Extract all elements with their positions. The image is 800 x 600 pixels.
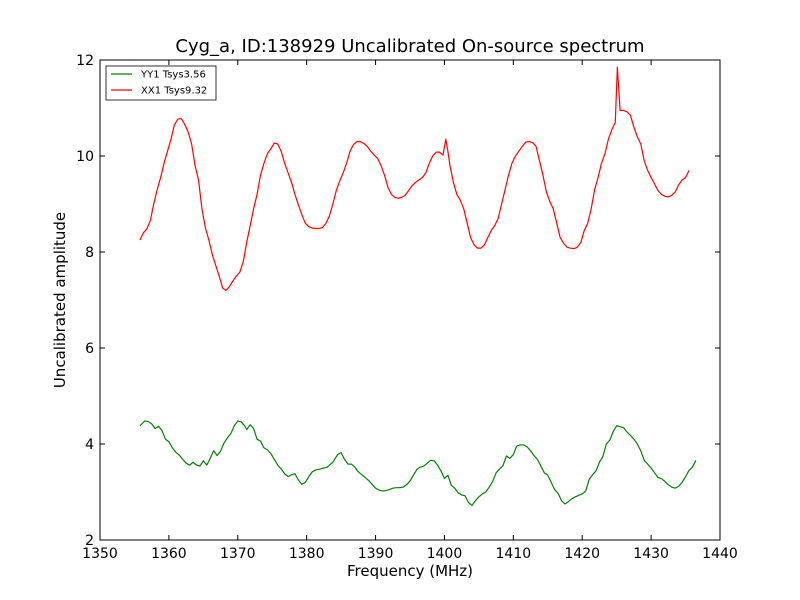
y-tick-label: 2: [85, 533, 94, 549]
x-axis-label: Frequency (MHz): [347, 562, 473, 580]
legend-box: [105, 65, 217, 101]
series-layer: [139, 66, 697, 507]
legend: YY1 Tsys3.56 XX1 Tsys9.32: [105, 65, 217, 101]
x-tick-label: 1410: [496, 546, 532, 562]
y-tick-label: 6: [85, 341, 94, 357]
x-tick-label: 1360: [151, 546, 187, 562]
x-tick-label: 1350: [82, 546, 118, 562]
x-tick-label: 1390: [358, 546, 394, 562]
x-tick-label: 1440: [702, 546, 738, 562]
x-tick-label: 1380: [289, 546, 325, 562]
y-axis: 2 4 6 8 10 12: [76, 53, 720, 549]
chart-title: Cyg_a, ID:138929 Uncalibrated On-source …: [175, 36, 644, 57]
y-tick-label: 4: [85, 437, 94, 453]
x-tick-label: 1420: [564, 546, 600, 562]
legend-label-yy1: YY1 Tsys3.56: [140, 70, 206, 81]
plot-area: [100, 60, 720, 540]
y-tick-label: 8: [85, 245, 94, 261]
series-line-yy1: [139, 420, 697, 507]
x-tick-label: 1370: [220, 546, 256, 562]
y-tick-label: 10: [76, 149, 94, 165]
series-line-xx1: [139, 66, 690, 291]
x-tick-label: 1430: [633, 546, 669, 562]
x-axis: 1350 1360 1370 1380 1390 1400 1410 1420 1430 1440: [82, 60, 738, 562]
y-tick-label: 12: [76, 53, 94, 69]
x-tick-label: 1400: [427, 546, 463, 562]
plot-frame: [99, 59, 721, 541]
y-axis-label: Uncalibrated amplitude: [51, 212, 69, 388]
legend-label-xx1: XX1 Tsys9.32: [141, 86, 207, 97]
